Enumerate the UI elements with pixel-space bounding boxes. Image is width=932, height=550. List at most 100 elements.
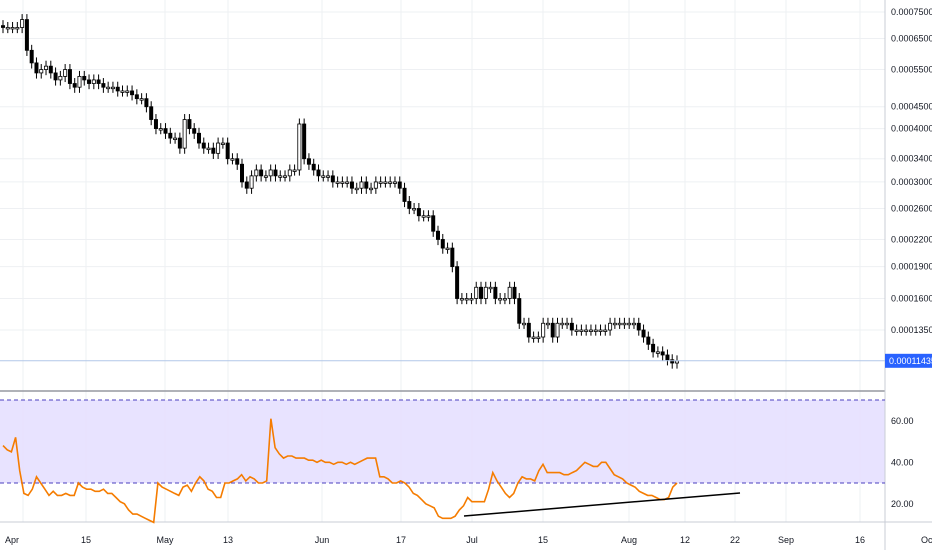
candle-5 — [24, 14, 29, 56]
time-axis[interactable]: Apr 15 May 13 Jun 17 Jul 15 Aug 12 22 Sep 16 Oct — [5, 535, 932, 545]
candle-130 — [622, 317, 627, 329]
candle-84 — [402, 182, 407, 208]
candle-27 — [130, 85, 135, 101]
candle-24 — [115, 81, 120, 97]
candle-79 — [378, 176, 383, 188]
candle-107 — [512, 281, 517, 305]
candle-body-125 — [598, 329, 603, 332]
candle-body-3 — [15, 27, 20, 30]
candle-113 — [541, 317, 546, 343]
candle-38 — [182, 114, 187, 154]
candle-body-53 — [254, 169, 259, 177]
candle-body-28 — [134, 94, 139, 100]
date-tick-6: Jul — [466, 535, 478, 545]
date-tick-11: Sep — [778, 535, 794, 545]
date-tick-2: May — [156, 535, 174, 545]
candle-body-127 — [608, 322, 613, 331]
candle-49 — [235, 153, 240, 170]
candle-body-60 — [287, 169, 292, 177]
candle-body-40 — [192, 128, 197, 134]
candle-body-84 — [402, 187, 407, 202]
candle-body-116 — [555, 322, 560, 338]
rsi-band — [0, 400, 885, 483]
candle-body-69 — [330, 175, 335, 183]
candle-42 — [201, 137, 206, 154]
candle-98 — [469, 293, 474, 305]
divergence-trend-line[interactable] — [463, 492, 741, 517]
candle-body-130 — [622, 322, 627, 326]
candle-105 — [502, 293, 507, 305]
candle-body-10 — [48, 65, 53, 74]
candle-body-19 — [91, 79, 96, 84]
candle-body-57 — [273, 169, 278, 177]
candle-100 — [479, 281, 484, 305]
candle-body-15 — [72, 83, 77, 88]
candle-body-93 — [445, 247, 450, 250]
candle-112 — [536, 331, 541, 343]
candle-body-35 — [168, 132, 173, 139]
candle-body-74 — [354, 187, 359, 191]
candle-66 — [316, 164, 321, 182]
candle-97 — [464, 293, 469, 305]
candle-0 — [0, 20, 6, 34]
candle-body-97 — [464, 298, 469, 301]
candle-body-70 — [335, 181, 340, 184]
candle-body-89 — [426, 215, 431, 218]
candle-body-98 — [469, 298, 474, 301]
candle-body-121 — [579, 329, 584, 332]
candle-53 — [254, 164, 259, 182]
candle-109 — [522, 317, 527, 329]
candle-body-24 — [115, 86, 120, 92]
candle-body-6 — [29, 49, 34, 64]
rsi-tick-0: 60.00 — [891, 416, 914, 426]
candle-body-21 — [101, 83, 106, 88]
candle-body-87 — [416, 208, 421, 217]
candle-body-38 — [182, 119, 187, 149]
candle-body-86 — [412, 208, 417, 211]
candle-body-44 — [211, 147, 216, 154]
rsi-tick-2: 20.00 — [891, 499, 914, 509]
candle-77 — [369, 182, 374, 194]
candle-body-58 — [278, 175, 283, 178]
candle-60 — [287, 164, 292, 182]
candle-body-65 — [311, 163, 316, 171]
candle-body-14 — [67, 69, 72, 84]
candle-body-100 — [479, 286, 484, 299]
last-price-tag: 0.00011435 — [885, 353, 932, 368]
candle-body-52 — [249, 175, 254, 189]
candle-86 — [412, 202, 417, 215]
candle-body-85 — [407, 201, 412, 209]
candle-3 — [15, 21, 20, 34]
candle-body-103 — [493, 286, 498, 299]
candle-73 — [349, 176, 354, 194]
candle-body-132 — [631, 322, 636, 326]
candle-body-114 — [545, 322, 550, 326]
candle-body-91 — [435, 230, 440, 240]
candle-1 — [5, 21, 10, 34]
candle-6 — [29, 44, 34, 69]
candle-76 — [364, 176, 369, 194]
candle-59 — [283, 170, 288, 182]
candle-25 — [120, 85, 125, 97]
candle-128 — [612, 317, 617, 329]
candle-133 — [636, 317, 641, 336]
candle-85 — [407, 195, 412, 215]
candle-body-12 — [58, 75, 63, 81]
candle-58 — [278, 170, 283, 182]
candle-71 — [340, 176, 345, 188]
candle-body-26 — [125, 90, 130, 93]
candle-body-112 — [536, 336, 541, 339]
candle-72 — [345, 176, 350, 188]
rsi-axis[interactable]: 60.00 40.00 20.00 — [891, 416, 914, 509]
candle-body-104 — [498, 298, 503, 301]
candle-body-75 — [359, 181, 364, 189]
candle-10 — [48, 60, 53, 79]
candle-35 — [168, 127, 173, 144]
candle-body-129 — [617, 322, 622, 326]
